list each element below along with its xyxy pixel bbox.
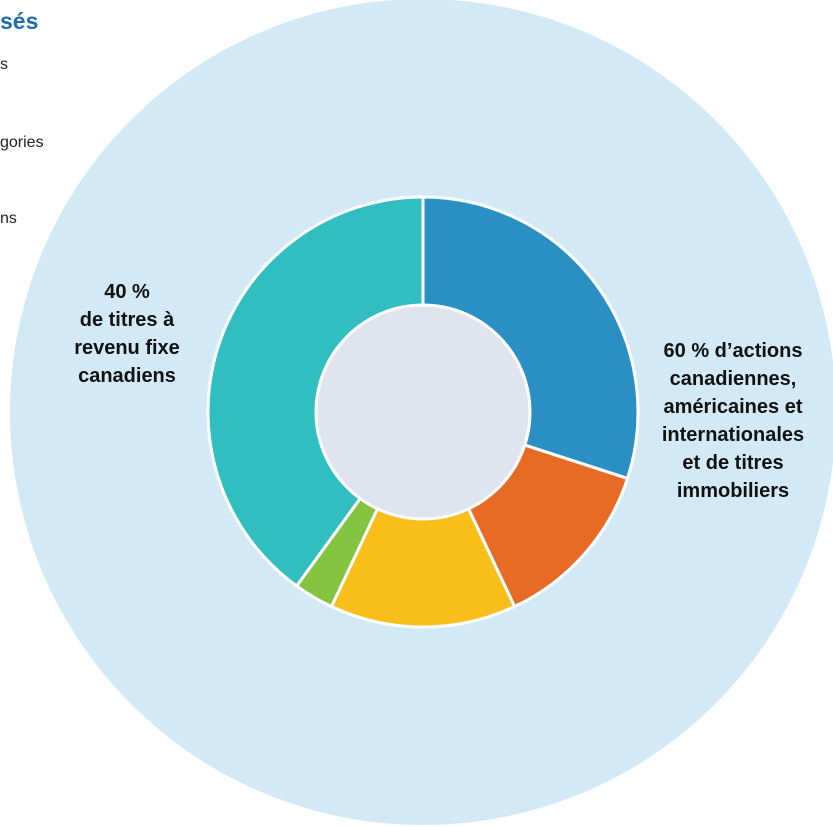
center-hole xyxy=(314,303,532,521)
side-text-line-2: gories xyxy=(0,134,44,151)
side-text-line-1: s xyxy=(0,56,8,73)
annotation-equities-line-3: américaines et xyxy=(664,396,803,418)
annotation-fixed-income-line-4: canadiens xyxy=(78,365,176,387)
annotation-equities-line-4: internationales xyxy=(662,424,804,446)
annotation-fixed-income: 40 % de titres à revenu fixe canadiens xyxy=(74,281,180,387)
section-heading: sés xyxy=(0,8,39,34)
labels-group: 60 % d’actions canadiennes, américaines et… xyxy=(74,281,804,502)
annotation-equities-line-2: canadiennes, xyxy=(670,368,797,390)
annotation-fixed-income-line-1: 40 % xyxy=(104,281,150,303)
side-text-line-3: ns xyxy=(0,210,17,227)
annotation-equities-line-1: 60 % d’actions xyxy=(664,340,803,362)
annotation-fixed-income-line-3: revenu fixe xyxy=(74,337,180,359)
pie-slice-5 xyxy=(206,195,425,588)
annotation-fixed-income-line-2: de titres à xyxy=(80,309,175,331)
annotation-equities-line-5: et de titres xyxy=(682,452,783,474)
annotation-equities: 60 % d’actions canadiennes, américaines et… xyxy=(662,340,804,502)
annotation-equities-line-6: immobiliers xyxy=(677,480,789,502)
